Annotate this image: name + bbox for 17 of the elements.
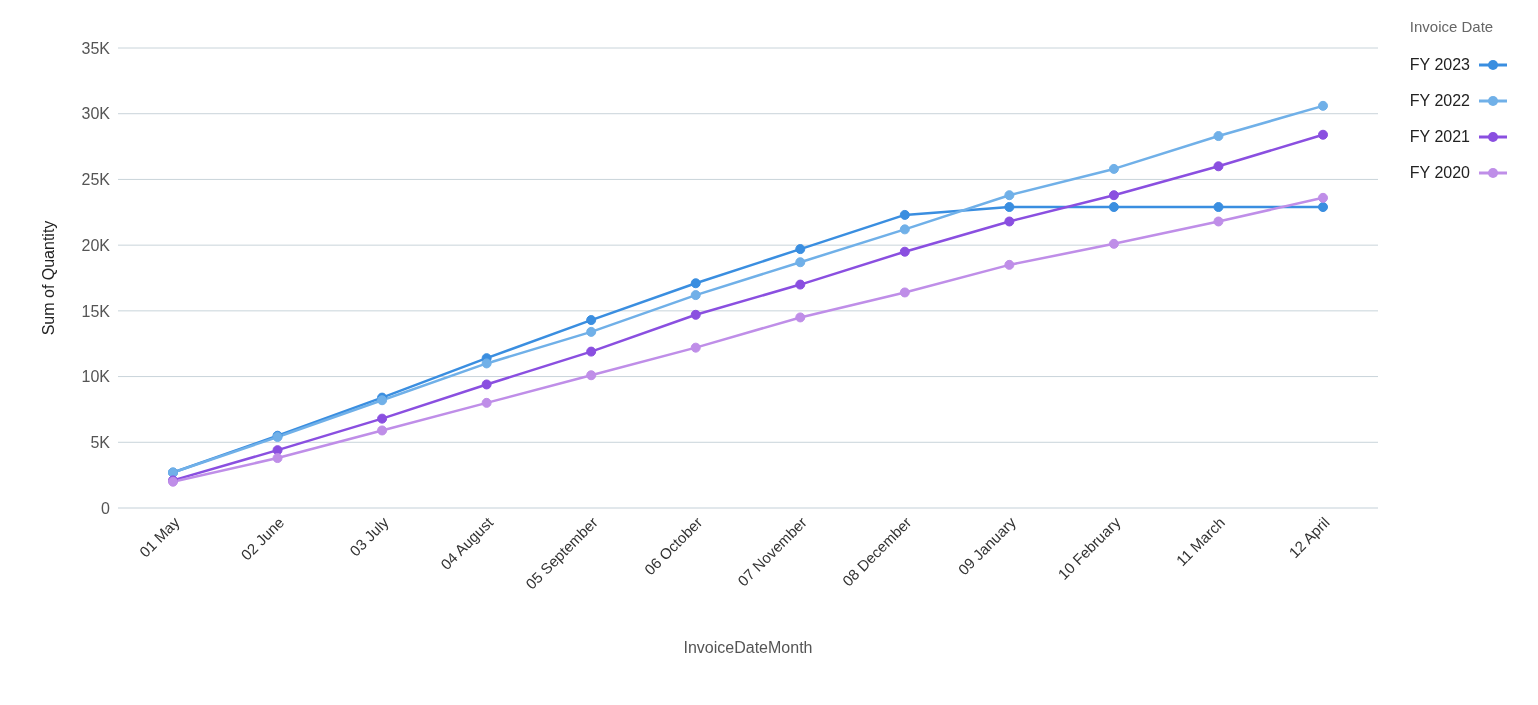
y-tick-label: 10K bbox=[81, 368, 111, 386]
legend-title: Invoice Date bbox=[1409, 18, 1495, 35]
y-tick-label: 25K bbox=[81, 171, 111, 189]
x-axis-title: InvoiceDateMonth bbox=[683, 639, 813, 656]
x-tick-label: 03 July bbox=[346, 513, 393, 560]
legend-label: FY 2021 bbox=[1409, 128, 1470, 146]
y-tick-label: 5K bbox=[90, 433, 111, 451]
y-tick-label: 20K bbox=[81, 236, 111, 254]
legend-label: FY 2020 bbox=[1409, 164, 1470, 182]
y-axis-title: Sum of Quantity bbox=[39, 220, 57, 336]
legend-label: FY 2022 bbox=[1409, 92, 1470, 110]
y-tick-label: 15K bbox=[81, 302, 111, 320]
y-tick-label: 0 bbox=[101, 499, 111, 517]
x-tick-label: 01 May bbox=[135, 513, 183, 561]
legend-label: FY 2023 bbox=[1409, 56, 1470, 74]
y-tick-label: 35K bbox=[81, 39, 111, 57]
y-tick-label: 30K bbox=[81, 105, 111, 123]
